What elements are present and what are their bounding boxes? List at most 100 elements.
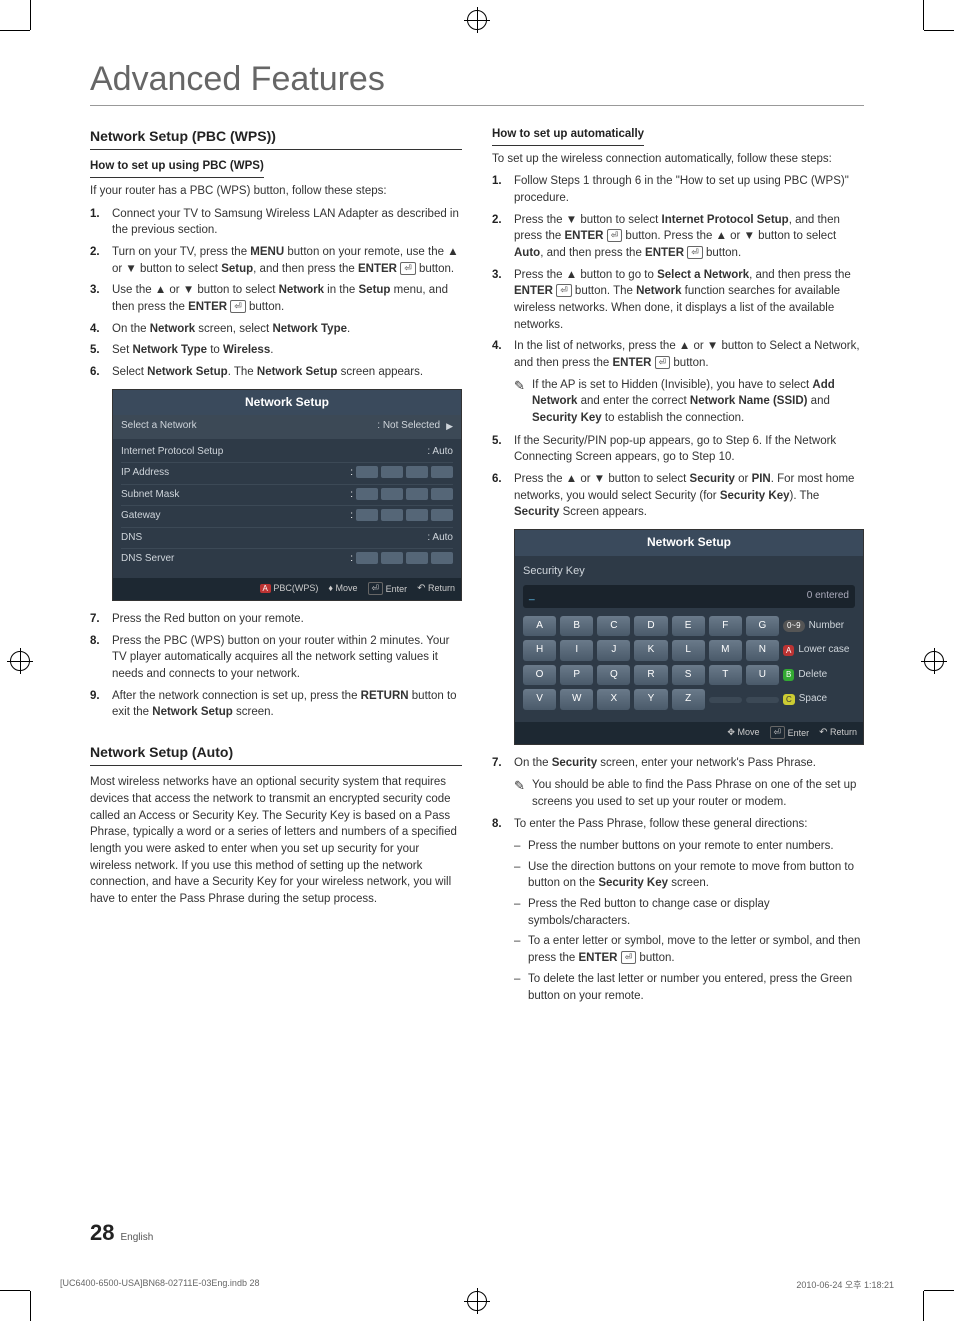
legend-pill-icon: 0~9 — [783, 620, 805, 632]
crop-mark — [923, 1291, 924, 1321]
page-title: Advanced Features — [90, 60, 864, 106]
enter-icon: ⏎ — [687, 246, 703, 259]
dash-text: Press the number buttons on your remote … — [528, 838, 834, 855]
right-column: How to set up automatically To set up th… — [492, 126, 864, 1008]
keyboard-row: ABCDEFG0~9Number — [523, 616, 855, 637]
step-num: 3. — [492, 267, 514, 334]
panel-row: IP Address: — [121, 463, 453, 485]
intro-text: To set up the wireless connection automa… — [492, 151, 864, 168]
key: R — [634, 665, 667, 686]
note-icon: ✎ — [514, 777, 532, 810]
columns: Network Setup (PBC (WPS)) How to set up … — [90, 126, 864, 1008]
step-num: 4. — [90, 321, 112, 338]
network-setup-panel: Network Setup Select a Network: Not Sele… — [112, 389, 462, 601]
panel-body: Security Key _0 entered ABCDEFG0~9Number… — [515, 556, 863, 722]
page-language: English — [120, 1232, 153, 1243]
panel-row: Gateway: — [121, 506, 453, 528]
enter-icon: ⏎ — [368, 582, 384, 595]
enter-icon: ⏎ — [655, 356, 671, 369]
step-text: Press the ▲ or ▼ button to select Securi… — [514, 471, 864, 521]
foot-move: ✥ Move — [727, 726, 759, 741]
foot-move: ♦ Move — [328, 582, 357, 595]
step-num: 8. — [90, 633, 112, 683]
legend-pill-icon: B — [783, 669, 794, 681]
sub-heading-pbc: How to set up using PBC (WPS) — [90, 158, 264, 178]
crop-mark — [0, 30, 30, 31]
legend-pill-icon: A — [783, 645, 794, 657]
key: M — [709, 640, 742, 661]
dash-text: To delete the last letter or number you … — [528, 971, 864, 1004]
page-content: Advanced Features Network Setup (PBC (WP… — [90, 60, 864, 1261]
row-label: Gateway — [121, 509, 160, 524]
key: X — [597, 689, 630, 710]
steps-list-auto-3: 7.On the Security screen, enter your net… — [492, 755, 864, 772]
key: U — [746, 665, 779, 686]
step-num: 7. — [90, 611, 112, 628]
page-number: 28 — [90, 1220, 114, 1246]
entered-count: 0 entered — [807, 589, 849, 604]
step-text: Follow Steps 1 through 6 in the "How to … — [514, 173, 864, 206]
dash-text: Press the Red button to change case or d… — [528, 896, 864, 929]
enter-icon: ⏎ — [621, 951, 637, 964]
panel-footer: A PBC(WPS) ♦ Move ⏎ Enter ↶ Return — [113, 578, 461, 601]
step-text: After the network connection is set up, … — [112, 688, 462, 721]
step-num: 1. — [90, 206, 112, 239]
panel-row: DNS Server: — [121, 549, 453, 570]
keyboard-side-label: CSpace — [783, 692, 855, 707]
key: F — [709, 616, 742, 637]
keyboard-row: VWXYZCSpace — [523, 689, 855, 710]
dash-text: Use the direction buttons on your remote… — [528, 859, 864, 892]
key: A — [523, 616, 556, 637]
key: W — [560, 689, 593, 710]
keyboard-row: HIJKLMNALower case — [523, 640, 855, 661]
key: E — [672, 616, 705, 637]
steps-list-pbc: 1.Connect your TV to Samsung Wireless LA… — [90, 206, 462, 381]
step-num: 1. — [492, 173, 514, 206]
key: Q — [597, 665, 630, 686]
left-column: Network Setup (PBC (WPS)) How to set up … — [90, 126, 462, 1008]
ip-chips: : — [350, 488, 453, 503]
note-icon: ✎ — [514, 377, 532, 427]
keyboard-side-label: 0~9Number — [783, 619, 855, 634]
key: T — [709, 665, 742, 686]
foot-return: ↶ Return — [417, 582, 455, 597]
step-text: If the Security/PIN pop-up appears, go t… — [514, 433, 864, 466]
panel-title: Network Setup — [515, 530, 863, 555]
print-file: [UC6400-6500-USA]BN68-02711E-03Eng.indb … — [60, 1278, 259, 1291]
crop-mark — [924, 30, 954, 31]
crop-mark — [30, 1291, 31, 1321]
crop-mark — [923, 0, 924, 30]
key: G — [746, 616, 779, 637]
row-value: : Auto — [427, 445, 453, 460]
legend-label: Delete — [798, 668, 827, 683]
step-text: On the Security screen, enter your netwo… — [514, 755, 864, 772]
step-num: 4. — [492, 338, 514, 371]
key: O — [523, 665, 556, 686]
key: Z — [672, 689, 705, 710]
panel-row: Internet Protocol Setup : Auto — [121, 442, 453, 464]
print-info: [UC6400-6500-USA]BN68-02711E-03Eng.indb … — [60, 1278, 894, 1291]
panel-row: DNS: Auto — [121, 528, 453, 550]
step-num: 7. — [492, 755, 514, 772]
registration-mark-icon — [924, 651, 944, 671]
note: ✎You should be able to find the Pass Phr… — [514, 777, 864, 810]
key: P — [560, 665, 593, 686]
step-num: 5. — [492, 433, 514, 466]
row-label: Internet Protocol Setup — [121, 445, 223, 460]
row-label: IP Address — [121, 466, 169, 481]
panel-row: Subnet Mask: — [121, 485, 453, 507]
updown-icon: ♦ — [328, 583, 333, 593]
step-text: On the Network screen, select Network Ty… — [112, 321, 462, 338]
keyboard: ABCDEFG0~9NumberHIJKLMNALower caseOPQRST… — [523, 616, 855, 710]
key: N — [746, 640, 779, 661]
row-value: : Not Selected▶ — [377, 419, 453, 434]
registration-mark-icon — [467, 10, 487, 30]
row-label: Subnet Mask — [121, 488, 179, 503]
step-num: 2. — [492, 212, 514, 262]
key: B — [560, 616, 593, 637]
row-label: DNS — [121, 531, 142, 546]
ip-chips: : — [350, 552, 453, 567]
sub-heading-auto: How to set up automatically — [492, 126, 644, 146]
key: I — [560, 640, 593, 661]
security-key-input: _0 entered — [523, 585, 855, 608]
